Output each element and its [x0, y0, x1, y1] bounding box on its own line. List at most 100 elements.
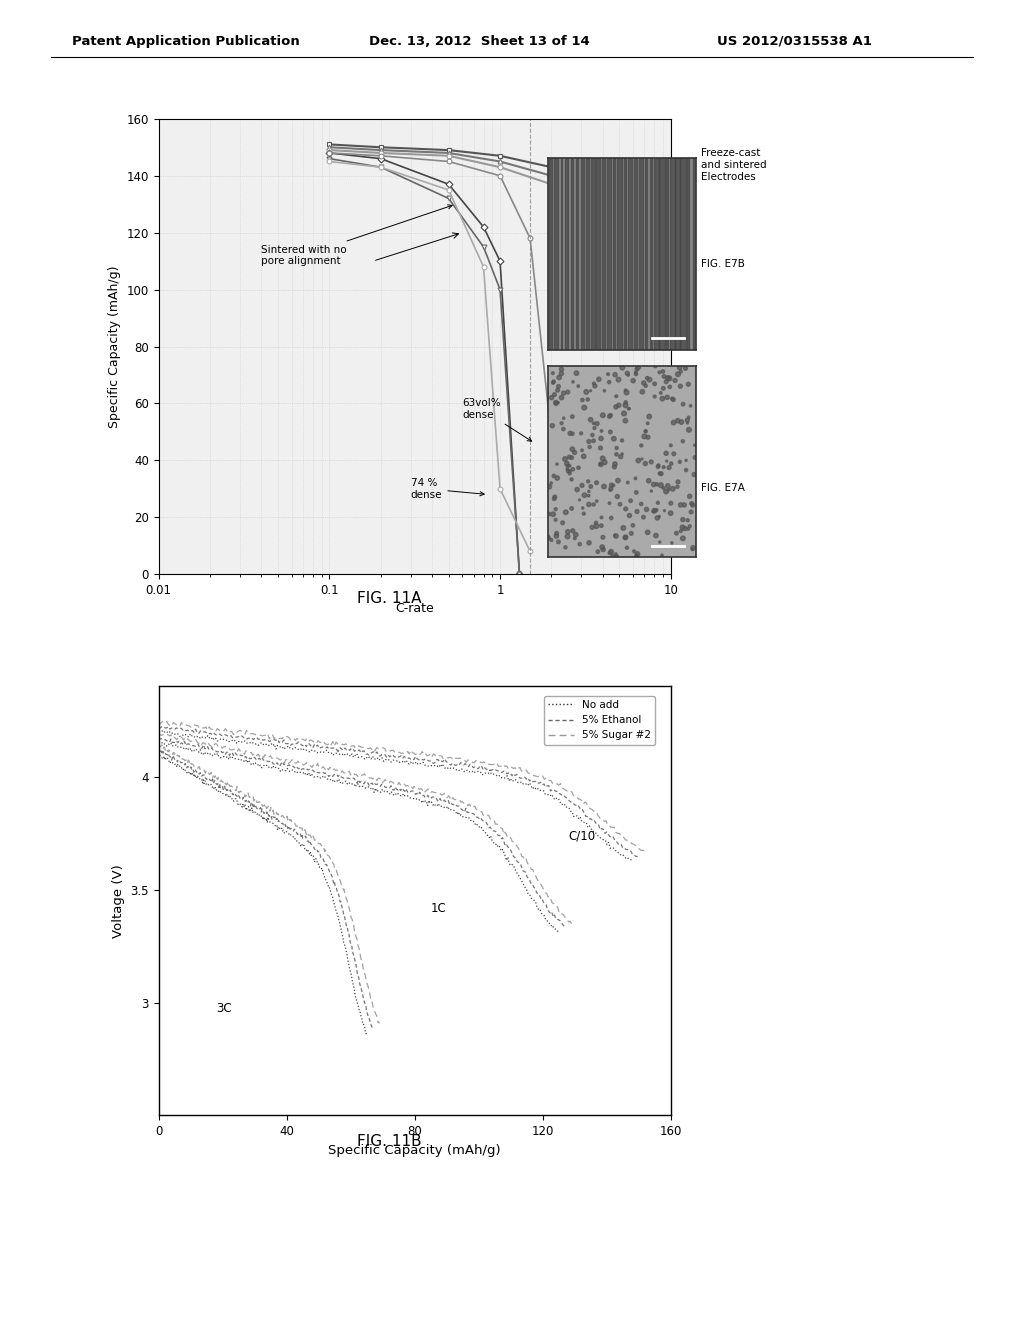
Point	[564, 407, 581, 428]
Text: Freeze-cast
and sintered
Electrodes: Freeze-cast and sintered Electrodes	[701, 148, 767, 182]
Point	[647, 355, 664, 376]
Point	[559, 525, 575, 546]
Point	[629, 359, 645, 380]
Point	[561, 463, 578, 484]
Point	[637, 453, 653, 474]
Point	[640, 470, 656, 491]
Point	[574, 498, 591, 519]
Point	[595, 539, 611, 560]
Point	[646, 500, 663, 521]
Point	[590, 541, 606, 562]
Point	[602, 479, 618, 500]
Point	[660, 457, 677, 478]
Point	[555, 408, 571, 429]
Point	[653, 545, 670, 566]
Point	[659, 475, 676, 496]
Point	[548, 510, 564, 531]
Point	[540, 525, 556, 546]
Point	[617, 527, 634, 548]
Point	[595, 527, 611, 548]
Point	[588, 516, 604, 537]
X-axis label: Specific Capacity (mAh/g): Specific Capacity (mAh/g)	[329, 1143, 501, 1156]
Point	[675, 510, 691, 531]
Point	[560, 521, 577, 543]
Point	[546, 488, 562, 510]
Point	[603, 507, 620, 528]
Point	[651, 463, 668, 484]
Point	[674, 516, 690, 537]
Point	[559, 458, 575, 479]
Point	[548, 525, 564, 546]
Legend: No add, 5% Ethanol, 5% Sugar #2: No add, 5% Ethanol, 5% Sugar #2	[544, 696, 655, 744]
Text: C/10: C/10	[568, 830, 595, 843]
Point	[587, 417, 603, 438]
Point	[678, 450, 694, 471]
Point	[625, 515, 641, 536]
Point	[677, 517, 693, 539]
Point	[564, 438, 581, 459]
Bar	[650, 158, 652, 350]
Point	[673, 360, 689, 381]
Point	[593, 420, 609, 441]
Point	[648, 499, 665, 520]
Point	[586, 413, 602, 434]
Point	[663, 503, 679, 524]
Point	[652, 475, 669, 496]
Bar	[692, 158, 694, 350]
Point	[680, 510, 696, 531]
Point	[546, 384, 562, 405]
Point	[654, 388, 671, 409]
Point	[615, 517, 632, 539]
Point	[593, 507, 609, 528]
Point	[610, 370, 627, 391]
Point	[553, 363, 569, 384]
Point	[618, 537, 635, 558]
Point	[606, 457, 623, 478]
Point	[603, 541, 620, 562]
Point	[561, 446, 578, 467]
Bar	[596, 158, 600, 350]
Text: Patent Application Publication: Patent Application Publication	[72, 34, 299, 48]
Point	[606, 525, 623, 546]
Point	[684, 539, 700, 560]
Point	[572, 422, 589, 444]
Point	[682, 516, 698, 537]
Point	[563, 498, 580, 519]
Point	[633, 434, 649, 455]
Point	[583, 380, 599, 401]
Point	[646, 385, 663, 407]
Point	[605, 545, 622, 566]
Point	[566, 442, 583, 463]
Point	[570, 457, 587, 478]
Point	[592, 453, 608, 474]
Point	[680, 519, 696, 540]
Bar	[654, 158, 658, 350]
Point	[602, 421, 618, 442]
Point	[568, 363, 585, 384]
Point	[646, 374, 663, 395]
Point	[628, 362, 644, 383]
Point	[560, 381, 577, 403]
Point	[665, 478, 681, 499]
Point	[660, 479, 677, 500]
Point	[652, 383, 669, 404]
Point	[609, 470, 626, 491]
Bar	[606, 158, 611, 350]
Point	[573, 440, 590, 461]
Text: 63vol%
dense: 63vol% dense	[462, 399, 531, 441]
Point	[673, 520, 689, 541]
Point	[630, 356, 646, 378]
Point	[615, 403, 632, 424]
Point	[664, 388, 680, 409]
Point	[608, 545, 625, 566]
Point	[580, 389, 596, 411]
Point	[645, 474, 662, 495]
Point	[592, 437, 608, 458]
Point	[607, 364, 624, 385]
Text: FIG. 11A: FIG. 11A	[357, 591, 421, 606]
Point	[675, 528, 691, 549]
Point	[635, 507, 651, 528]
Bar	[592, 158, 595, 350]
Point	[681, 420, 697, 441]
Point	[577, 397, 593, 418]
